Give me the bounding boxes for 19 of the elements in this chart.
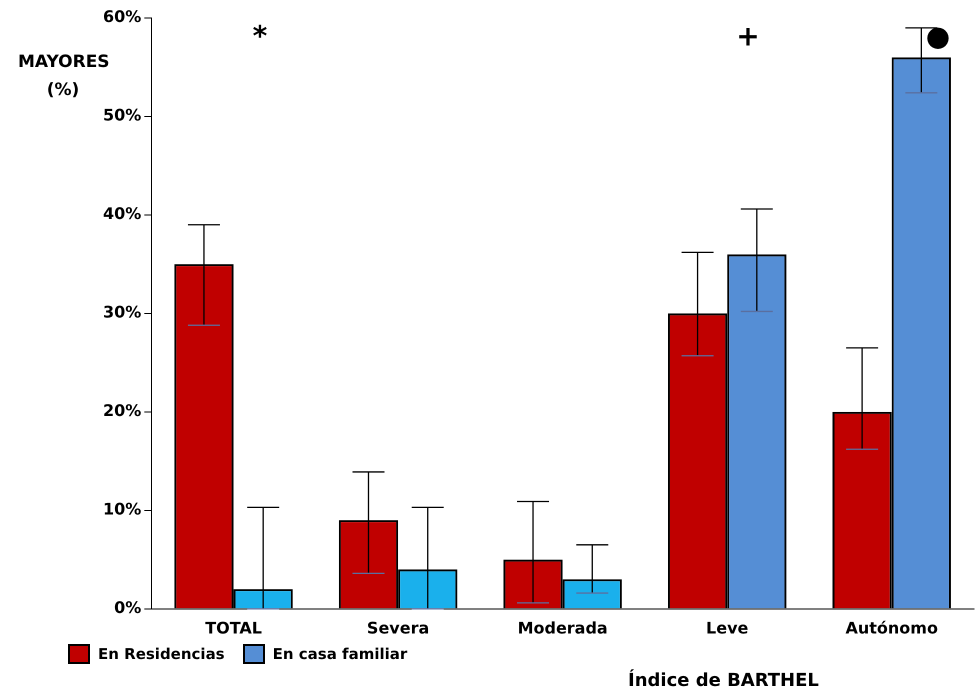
annotation: * xyxy=(252,19,268,52)
x-tick-label: Autónomo xyxy=(845,618,938,638)
y-tick-label: 30% xyxy=(103,302,142,322)
y-tick-label: 20% xyxy=(103,401,142,420)
x-tick-label: TOTAL xyxy=(205,618,262,638)
legend-label: En Residencias xyxy=(98,645,225,663)
y-axis-title: MAYORES (%) xyxy=(18,51,110,102)
annotation: ● xyxy=(926,19,950,52)
y-tick-label: 40% xyxy=(103,204,142,224)
y-tick-label: 60% xyxy=(103,7,142,26)
x-tick-label: Moderada xyxy=(518,618,608,638)
legend-label: En casa familiar xyxy=(272,645,408,663)
y-tick-label: 0% xyxy=(114,598,142,617)
x-tick-label: Leve xyxy=(706,618,748,638)
x-axis-title: Índice de BARTHEL xyxy=(628,670,819,691)
annotation: + xyxy=(736,19,760,52)
y-tick-label: 10% xyxy=(103,499,142,518)
x-tick-label: Severa xyxy=(366,618,430,638)
y-tick-label: 50% xyxy=(103,106,142,125)
